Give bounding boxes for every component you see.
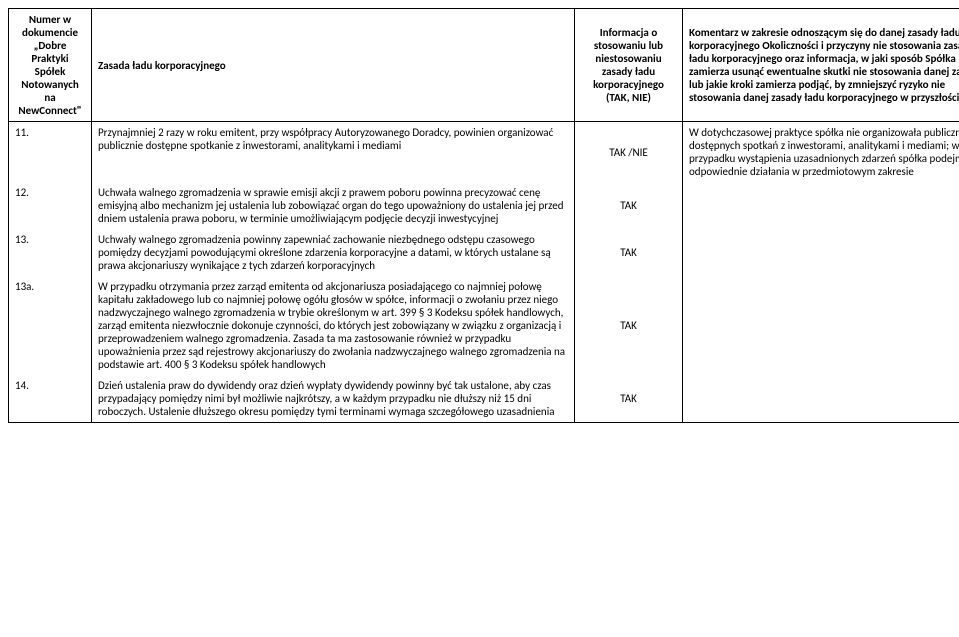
table-row: 14. Dzień ustalenia praw do dywidendy or… [9, 375, 959, 423]
cell-num: 14. [9, 375, 92, 423]
cell-num: 13. [9, 229, 92, 276]
header-comment: Komentarz w zakresie odnoszącym się do d… [683, 9, 959, 122]
cell-info: TAK [575, 375, 683, 423]
header-num: Numer w dokumencie „Dobre Praktyki Spółe… [9, 9, 92, 122]
cell-info: TAK /NIE [575, 122, 683, 183]
cell-rule: Uchwały walnego zgromadzenia powinny zap… [92, 229, 575, 276]
header-info: Informacja o stosowaniu lub niestosowani… [575, 9, 683, 122]
cell-comment: W dotychczasowej praktyce spółka nie org… [683, 122, 959, 183]
cell-info: TAK [575, 276, 683, 375]
table-row: 13a. W przypadku otrzymania przez zarząd… [9, 276, 959, 375]
cell-comment [683, 182, 959, 229]
cell-comment [683, 229, 959, 276]
cell-rule: W przypadku otrzymania przez zarząd emit… [92, 276, 575, 375]
table-row: 11. Przynajmniej 2 razy w roku emitent, … [9, 122, 959, 183]
table-row: 12. Uchwała walnego zgromadzenia w spraw… [9, 182, 959, 229]
cell-num: 13a. [9, 276, 92, 375]
cell-comment [683, 276, 959, 375]
cell-rule: Uchwała walnego zgromadzenia w sprawie e… [92, 182, 575, 229]
cell-num: 11. [9, 122, 92, 183]
governance-table: Numer w dokumencie „Dobre Praktyki Spółe… [8, 8, 959, 423]
cell-rule: Dzień ustalenia praw do dywidendy oraz d… [92, 375, 575, 423]
cell-comment [683, 375, 959, 423]
header-row: Numer w dokumencie „Dobre Praktyki Spółe… [9, 9, 959, 122]
cell-info: TAK [575, 182, 683, 229]
header-rule: Zasada ładu korporacyjnego [92, 9, 575, 122]
cell-info: TAK [575, 229, 683, 276]
cell-rule: Przynajmniej 2 razy w roku emitent, przy… [92, 122, 575, 183]
table-row: 13. Uchwały walnego zgromadzenia powinny… [9, 229, 959, 276]
cell-num: 12. [9, 182, 92, 229]
